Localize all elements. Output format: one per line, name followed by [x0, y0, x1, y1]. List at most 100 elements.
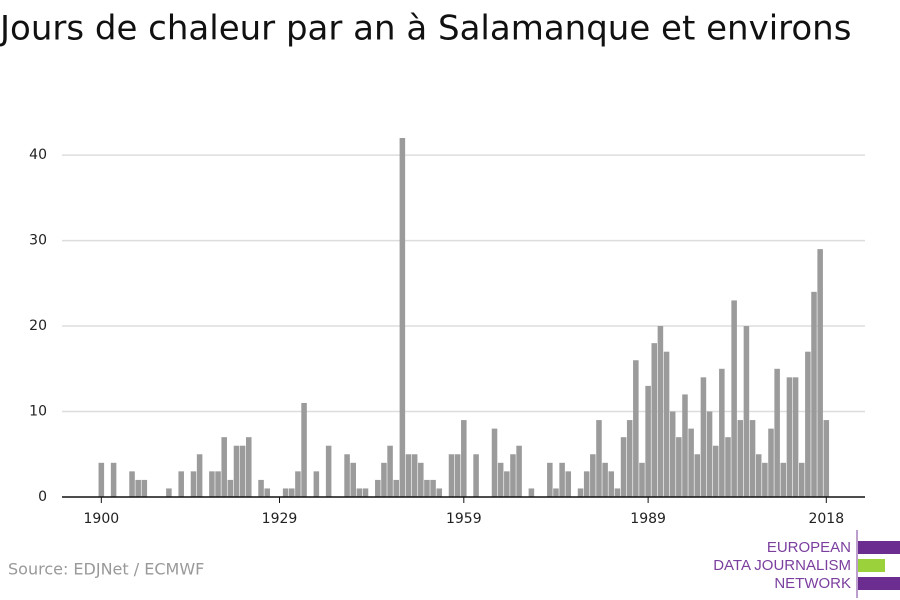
bar: [362, 488, 369, 497]
bar: [350, 462, 356, 497]
bar: [577, 488, 584, 497]
bar: [405, 454, 412, 497]
bar: [510, 454, 516, 497]
bar: [651, 343, 658, 497]
chart-title: Jours de chaleur par an à Salamanque et …: [0, 9, 851, 49]
bar: [614, 488, 621, 497]
bar: [774, 368, 780, 497]
bar: [325, 445, 332, 497]
bar: [620, 437, 627, 497]
logo: EUROPEAN DATA JOURNALISM NETWORK: [713, 530, 900, 598]
bar: [663, 351, 670, 497]
bar: [129, 471, 135, 497]
bar: [418, 462, 424, 497]
logo-bar: [858, 577, 900, 590]
bar: [356, 488, 363, 497]
bar: [712, 445, 719, 497]
bar: [190, 471, 197, 497]
bar: [289, 488, 295, 497]
bar: [430, 479, 436, 497]
x-tick-label: 2018: [808, 511, 844, 527]
bar: [110, 462, 117, 497]
bar: [424, 479, 430, 497]
bar: [805, 351, 811, 497]
bar: [135, 479, 141, 497]
bar: [448, 454, 455, 497]
bar: [295, 471, 301, 497]
bar: [565, 471, 572, 497]
bar: [375, 479, 381, 497]
bar: [141, 479, 148, 497]
bar: [98, 462, 105, 497]
bar: [669, 411, 676, 497]
bar: [755, 454, 762, 497]
bar: [246, 437, 252, 497]
bar: [436, 488, 442, 497]
bar: [282, 488, 289, 497]
bar: [559, 462, 565, 497]
logo-text: DATA JOURNALISM: [713, 557, 851, 574]
x-tick-label: 1959: [446, 511, 482, 527]
bar: [725, 437, 731, 497]
bar: [239, 445, 246, 497]
bar: [196, 454, 203, 497]
bar: [215, 471, 221, 497]
bar: [749, 420, 756, 497]
source: Source: EDJNet / ECMWF: [8, 560, 204, 579]
bar: [454, 454, 461, 497]
bar: [411, 454, 418, 497]
bar: [221, 437, 227, 497]
bar: [233, 445, 240, 497]
x-tick-label: 1989: [630, 511, 666, 527]
bar: [264, 488, 270, 497]
bar: [344, 454, 350, 497]
bar: [497, 462, 504, 497]
y-tick-label: 20: [29, 318, 47, 334]
bar: [768, 428, 774, 497]
bar: [823, 420, 830, 497]
logo-text: EUROPEAN: [767, 539, 851, 556]
y-tick-label: 10: [29, 404, 47, 420]
bar: [166, 488, 172, 497]
bar: [688, 428, 694, 497]
x-tick-label: 1900: [84, 511, 120, 527]
bar: [473, 454, 479, 497]
bar: [731, 300, 737, 497]
bar: [461, 420, 467, 497]
bar: [657, 326, 664, 497]
bar: [491, 428, 498, 497]
logo-text: NETWORK: [774, 575, 851, 592]
bar: [313, 471, 320, 497]
bar: [639, 462, 645, 497]
bar: [590, 454, 596, 497]
bar: [798, 462, 805, 497]
bar: [504, 471, 510, 497]
bar: [301, 402, 307, 497]
bar: [780, 462, 787, 497]
y-tick-label: 0: [38, 489, 47, 505]
bar: [399, 138, 406, 497]
bar: [602, 462, 608, 497]
bar: [583, 471, 590, 497]
bar: [737, 420, 744, 497]
bar: [626, 420, 633, 497]
bar: [393, 479, 399, 497]
bar: [743, 326, 750, 497]
bar: [694, 454, 701, 497]
bar: [528, 488, 535, 497]
bar: [762, 462, 768, 497]
y-tick-label: 40: [29, 147, 47, 163]
bar: [682, 394, 688, 497]
bar: [227, 479, 234, 497]
bar: [553, 488, 559, 497]
bar: [706, 411, 713, 497]
bar: [792, 377, 799, 497]
bar: [633, 360, 639, 497]
bar: [258, 479, 264, 497]
bar: [645, 385, 651, 497]
y-tick-label: 30: [29, 233, 47, 249]
bar: [516, 445, 522, 497]
bar: [700, 377, 707, 497]
logo-bar: [858, 559, 885, 572]
